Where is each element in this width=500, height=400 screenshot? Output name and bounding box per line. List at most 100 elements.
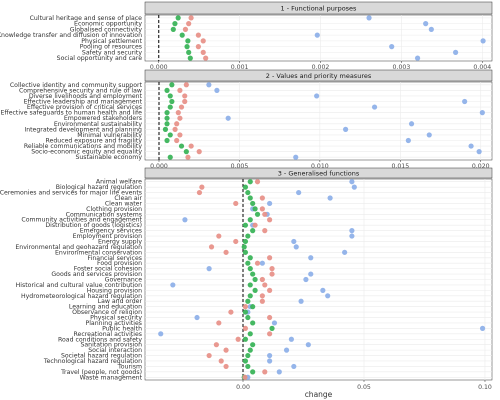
y-tick-label: Cultural heritage and sense of place bbox=[30, 15, 143, 22]
dot bbox=[250, 228, 256, 234]
x-axis-title: change bbox=[305, 390, 333, 399]
dot bbox=[247, 266, 253, 272]
dot bbox=[414, 55, 421, 61]
y-tick-label: Social interaction bbox=[88, 347, 142, 354]
dot bbox=[188, 15, 194, 21]
dot bbox=[216, 233, 222, 239]
strip bbox=[144, 69, 493, 82]
y-tick-label: Energy supply bbox=[98, 238, 142, 245]
dot bbox=[247, 195, 253, 201]
dot bbox=[247, 293, 253, 299]
dot bbox=[206, 266, 212, 272]
dot bbox=[303, 276, 309, 283]
dot bbox=[252, 206, 258, 212]
dot bbox=[164, 87, 170, 93]
dot bbox=[276, 369, 282, 375]
dot bbox=[167, 132, 173, 138]
dot bbox=[170, 282, 176, 288]
y-tick-label: Reliable communications and mobility bbox=[24, 143, 142, 150]
dot bbox=[225, 115, 231, 121]
dot bbox=[196, 149, 202, 155]
y-tick-label: Financial services bbox=[88, 255, 142, 262]
dot bbox=[308, 255, 314, 261]
dot bbox=[182, 98, 188, 105]
dot bbox=[185, 38, 191, 44]
dot bbox=[259, 260, 265, 266]
y-tick-label: Environmental conservation bbox=[55, 249, 142, 256]
y-tick-label: Globalised connectivity bbox=[70, 26, 143, 33]
dot bbox=[199, 184, 205, 190]
x-tick-label: 0.000 bbox=[150, 64, 168, 71]
dot bbox=[242, 238, 249, 245]
dot bbox=[172, 21, 178, 27]
dot bbox=[194, 314, 200, 321]
dot bbox=[314, 32, 320, 38]
dot bbox=[371, 104, 378, 110]
panel-title: 3 - Generalised functions bbox=[278, 170, 360, 178]
y-tick-label: Employment provision bbox=[73, 233, 142, 240]
dot bbox=[283, 347, 290, 353]
y-tick-label: Reduced exposure and fragility bbox=[46, 138, 143, 145]
dot bbox=[259, 206, 265, 212]
dot bbox=[366, 15, 372, 21]
dot bbox=[468, 143, 474, 149]
dot bbox=[245, 189, 251, 196]
dot bbox=[262, 369, 268, 375]
y-tick-label: Governance bbox=[105, 277, 143, 284]
dot bbox=[325, 293, 331, 299]
dot bbox=[172, 126, 178, 132]
panel bbox=[144, 14, 493, 62]
dot bbox=[428, 26, 434, 32]
dot bbox=[175, 110, 181, 116]
dot bbox=[389, 44, 395, 50]
dot bbox=[247, 347, 253, 353]
dot bbox=[158, 331, 164, 337]
y-tick-label: Effective provision of critical services bbox=[27, 104, 142, 111]
dot bbox=[178, 143, 185, 149]
dot bbox=[296, 189, 302, 196]
dot bbox=[308, 271, 314, 277]
y-tick-label: Pooling of resources bbox=[80, 44, 142, 51]
dot bbox=[267, 352, 273, 359]
dot bbox=[288, 336, 294, 342]
dot bbox=[223, 363, 229, 370]
dot bbox=[167, 104, 173, 110]
dot bbox=[293, 154, 299, 160]
y-tick-label: Road conditions and safety bbox=[58, 336, 142, 343]
dot bbox=[271, 320, 278, 326]
dot bbox=[480, 38, 486, 44]
y-tick-label: Recreational activities bbox=[74, 331, 142, 338]
dot bbox=[291, 238, 297, 245]
dot bbox=[184, 44, 190, 50]
y-tick-label: Law and order bbox=[98, 298, 143, 305]
dot bbox=[267, 287, 273, 293]
y-tick-label: Housing provision bbox=[87, 287, 142, 294]
strip bbox=[144, 167, 493, 179]
y-tick-label: Goods and services provision bbox=[51, 271, 142, 278]
dot bbox=[242, 309, 249, 315]
dot bbox=[183, 149, 189, 155]
dot bbox=[178, 104, 185, 110]
dot bbox=[182, 217, 188, 223]
dot bbox=[327, 195, 333, 201]
panel bbox=[144, 81, 493, 161]
dot bbox=[342, 249, 348, 255]
dot bbox=[247, 282, 253, 288]
y-tick-label: Minimal vulnerability bbox=[77, 132, 142, 139]
dot bbox=[242, 222, 249, 228]
y-tick-label: Biological hazard regulation bbox=[56, 184, 142, 191]
x-tick-label: 0.002 bbox=[312, 64, 330, 71]
dot bbox=[298, 298, 304, 304]
dot bbox=[262, 282, 268, 288]
dot bbox=[242, 249, 249, 255]
dot bbox=[453, 49, 459, 55]
dot bbox=[167, 154, 173, 160]
dot bbox=[267, 331, 273, 337]
dot bbox=[259, 293, 265, 299]
x-tick-label: 0.00 bbox=[236, 384, 250, 391]
y-tick-label: Community activities and engagement bbox=[21, 217, 142, 224]
y-tick-label: Communication systems bbox=[66, 211, 142, 218]
y-tick-label: Hydrometeorological hazard regulation bbox=[21, 293, 142, 300]
dot bbox=[267, 200, 273, 207]
panel-title: 2 - Values and priority measures bbox=[266, 72, 372, 80]
